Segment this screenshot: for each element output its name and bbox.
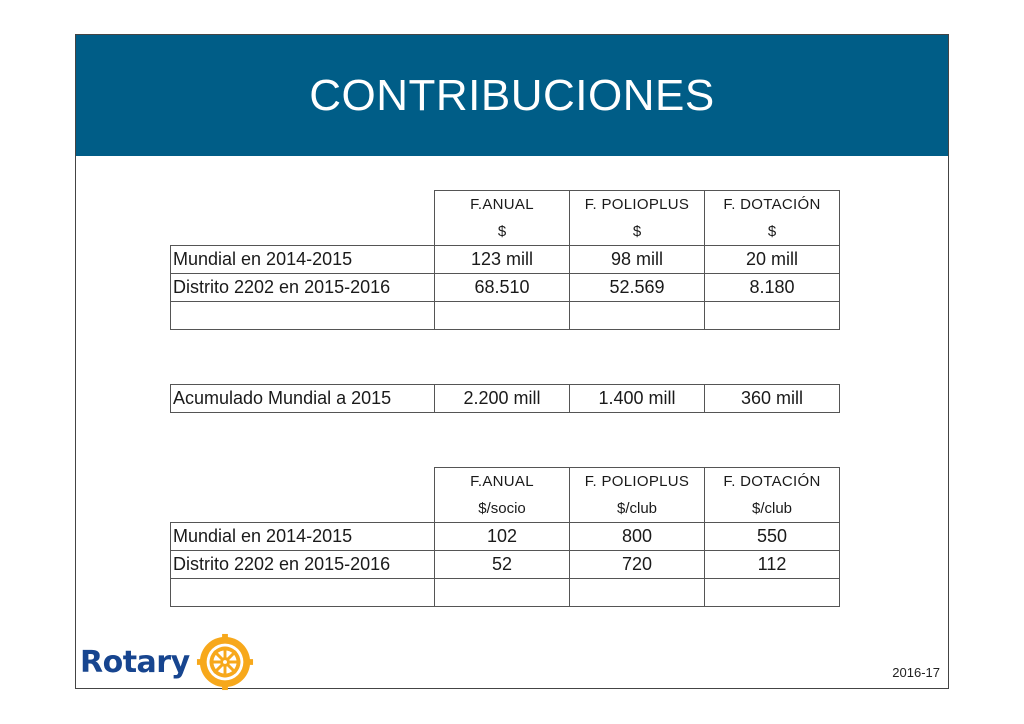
table-row-empty <box>170 301 840 330</box>
cell-value: 98 mill <box>569 245 705 274</box>
header-unit: $/club <box>616 500 658 517</box>
header-unit: $ <box>632 223 642 240</box>
table-row: Distrito 2202 en 2015-2016 68.510 52.569… <box>170 273 840 302</box>
header-unit: $/socio <box>478 500 526 517</box>
header-unit: $ <box>497 223 507 240</box>
cell-value: 123 mill <box>434 245 570 274</box>
table-row: Mundial en 2014-2015 123 mill 98 mill 20… <box>170 245 840 274</box>
header-unit: $ <box>767 223 777 240</box>
cell-value: 20 mill <box>704 245 840 274</box>
header-fund: F.ANUAL <box>470 473 534 490</box>
cell-value: 102 <box>434 522 570 551</box>
header-cell: F. POLIOPLUS $ <box>569 190 705 246</box>
header-fund: F. POLIOPLUS <box>584 473 690 490</box>
table-row: Acumulado Mundial a 2015 2.200 mill 1.40… <box>170 384 840 413</box>
header-cell: F. POLIOPLUS $/club <box>569 467 705 523</box>
header-fund: F. DOTACIÓN <box>723 196 821 213</box>
cell-value: 8.180 <box>704 273 840 302</box>
row-label <box>170 578 435 607</box>
cell-value: 2.200 mill <box>434 384 570 413</box>
cell-value <box>434 301 570 330</box>
cell-value: 52 <box>434 550 570 579</box>
row-label: Distrito 2202 en 2015-2016 <box>170 273 435 302</box>
header-cell: F.ANUAL $/socio <box>434 467 570 523</box>
table-row: Distrito 2202 en 2015-2016 52 720 112 <box>170 550 840 579</box>
accumulated-table: Acumulado Mundial a 2015 2.200 mill 1.40… <box>170 384 840 413</box>
cell-value: 112 <box>704 550 840 579</box>
row-label <box>170 301 435 330</box>
header-cell: F. DOTACIÓN $ <box>704 190 840 246</box>
rotary-logo: Rotary <box>80 632 254 692</box>
cell-value: 720 <box>569 550 705 579</box>
cell-value <box>704 578 840 607</box>
table-row-empty <box>170 578 840 607</box>
rotary-wheel-icon <box>196 633 253 691</box>
cell-value: 68.510 <box>434 273 570 302</box>
header-fund: F. DOTACIÓN <box>723 473 821 490</box>
row-label: Acumulado Mundial a 2015 <box>170 384 435 413</box>
row-label: Mundial en 2014-2015 <box>170 245 435 274</box>
header-fund: F. POLIOPLUS <box>584 196 690 213</box>
cell-value: 1.400 mill <box>569 384 705 413</box>
cell-value: 800 <box>569 522 705 551</box>
table-header-row: F.ANUAL $ F. POLIOPLUS $ F. DOTACIÓN $ <box>171 190 840 246</box>
cell-value <box>569 578 705 607</box>
cell-value <box>434 578 570 607</box>
footer-year: 2016-17 <box>892 665 940 680</box>
cell-value: 52.569 <box>569 273 705 302</box>
cell-value: 550 <box>704 522 840 551</box>
table-row: Mundial en 2014-2015 102 800 550 <box>170 522 840 551</box>
slide: CONTRIBUCIONES F.ANUAL $ F. POLIOPLUS $ F.… <box>75 34 949 692</box>
per-member-table: F.ANUAL $/socio F. POLIOPLUS $/club F. DOT… <box>170 467 840 607</box>
cell-value: 360 mill <box>704 384 840 413</box>
cell-value <box>569 301 705 330</box>
header-corner <box>171 191 435 246</box>
table-header-row: F.ANUAL $/socio F. POLIOPLUS $/club F. DOT… <box>171 467 840 523</box>
contributions-table: F.ANUAL $ F. POLIOPLUS $ F. DOTACIÓN $ Mund… <box>170 190 840 330</box>
cell-value <box>704 301 840 330</box>
header-fund: F.ANUAL <box>470 196 534 213</box>
row-label: Mundial en 2014-2015 <box>170 522 435 551</box>
row-label: Distrito 2202 en 2015-2016 <box>170 550 435 579</box>
title-bar: CONTRIBUCIONES <box>76 35 948 156</box>
logo-text: Rotary <box>80 644 190 680</box>
slide-title: CONTRIBUCIONES <box>309 71 715 120</box>
header-corner <box>171 468 435 523</box>
header-unit: $/club <box>751 500 793 517</box>
header-cell: F. DOTACIÓN $/club <box>704 467 840 523</box>
header-cell: F.ANUAL $ <box>434 190 570 246</box>
